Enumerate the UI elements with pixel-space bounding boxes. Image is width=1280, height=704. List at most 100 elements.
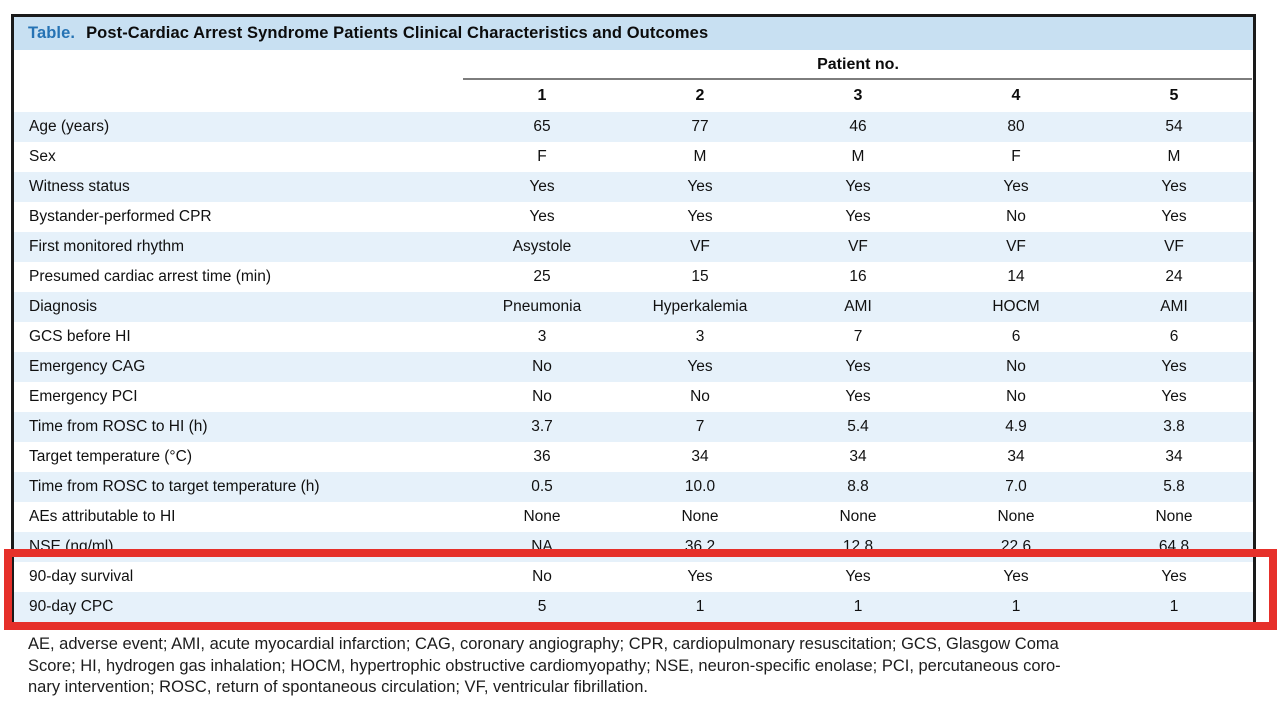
cell: None xyxy=(523,508,561,525)
cell: 5.4 xyxy=(847,418,869,435)
cell: 25 xyxy=(533,268,551,285)
cell: 6 xyxy=(1011,328,1021,345)
cell: VF xyxy=(1006,238,1026,255)
cell: 12.8 xyxy=(842,538,874,555)
cell: 65 xyxy=(533,118,551,135)
patient-no-group-header: Patient no. xyxy=(817,56,899,73)
cell: F xyxy=(537,148,547,165)
cell: M xyxy=(693,148,707,165)
row-label: 90-day CPC xyxy=(29,598,114,615)
cell: 24 xyxy=(1165,268,1183,285)
table-row: GCS before HI 3 3 7 6 6 xyxy=(14,322,1253,352)
table-row: AEs attributable to HI None None None None No… xyxy=(14,502,1253,532)
table-row: 90-day survival No Yes Yes Yes Yes xyxy=(14,562,1253,592)
cell: 36.2 xyxy=(684,538,716,555)
cell: 7 xyxy=(695,418,705,435)
cell: No xyxy=(1006,358,1026,375)
table-row: First monitored rhythm Asystole VF VF VF VF xyxy=(14,232,1253,262)
cell: 34 xyxy=(849,448,867,465)
cell: 3.8 xyxy=(1163,418,1185,435)
cell: 14 xyxy=(1007,268,1025,285)
cell: Yes xyxy=(845,388,871,405)
table-row: Witness status Yes Yes Yes Yes Yes xyxy=(14,172,1253,202)
table-row: Diagnosis Pneumonia Hyperkalemia AMI HOCM AMI xyxy=(14,292,1253,322)
row-label: First monitored rhythm xyxy=(29,238,185,255)
row-label: 90-day survival xyxy=(29,568,134,585)
cell: 7 xyxy=(853,328,863,345)
cell: Hyperkalemia xyxy=(652,298,748,315)
cell: 3.7 xyxy=(531,418,553,435)
cell: 34 xyxy=(1007,448,1025,465)
cell: 10.0 xyxy=(684,478,716,495)
cell: Yes xyxy=(1003,178,1029,195)
cell: No xyxy=(1006,208,1026,225)
table-row: Time from ROSC to HI (h) 3.7 7 5.4 4.9 3.8 xyxy=(14,412,1253,442)
cell: Yes xyxy=(687,568,713,585)
row-label: Bystander-performed CPR xyxy=(29,208,212,225)
cell: 80 xyxy=(1007,118,1025,135)
table-row: Emergency CAG No Yes Yes No Yes xyxy=(14,352,1253,382)
footnote-line: AE, adverse event; AMI, acute myocardial… xyxy=(28,635,1059,653)
row-label: Sex xyxy=(29,148,56,165)
cell: 1 xyxy=(853,598,863,615)
cell: No xyxy=(1006,388,1026,405)
cell: 77 xyxy=(691,118,709,135)
table-title-label: Table. xyxy=(28,24,76,42)
cell: 34 xyxy=(691,448,709,465)
cell: AMI xyxy=(1160,298,1188,315)
cell: 15 xyxy=(691,268,709,285)
cell: Yes xyxy=(529,208,555,225)
cell: 1 xyxy=(1169,598,1179,615)
clinical-characteristics-table: Table. Post-Cardiac Arrest Syndrome Pati… xyxy=(11,14,1256,625)
row-label: Emergency PCI xyxy=(29,388,138,405)
cell: Yes xyxy=(687,358,713,375)
table-row: Bystander-performed CPR Yes Yes Yes No Yes xyxy=(14,202,1253,232)
cell: Pneumonia xyxy=(502,298,582,315)
table-body: Age (years) 65 77 46 80 54 Sex F M M F M Witness sta… xyxy=(14,112,1253,622)
cell: No xyxy=(690,388,710,405)
row-label: Presumed cardiac arrest time (min) xyxy=(29,268,272,285)
cell: VF xyxy=(690,238,710,255)
table-row: Target temperature (°C) 36 34 34 34 34 xyxy=(14,442,1253,472)
cell: 5.8 xyxy=(1163,478,1185,495)
row-label: NSE (ng/ml) xyxy=(29,538,114,555)
table-title: Post-Cardiac Arrest Syndrome Patients Cl… xyxy=(86,24,709,42)
cell: HOCM xyxy=(992,298,1040,315)
cell: 0.5 xyxy=(531,478,553,495)
cell: 5 xyxy=(537,598,547,615)
cell: Yes xyxy=(687,178,713,195)
cell: NA xyxy=(531,538,553,555)
cell: None xyxy=(997,508,1035,525)
cell: Yes xyxy=(1161,568,1187,585)
footnote-line: Score; HI, hydrogen gas inhalation; HOCM… xyxy=(28,656,1061,675)
row-label: GCS before HI xyxy=(29,328,131,345)
cell: Yes xyxy=(1161,178,1187,195)
cell: None xyxy=(681,508,719,525)
row-label: Diagnosis xyxy=(29,298,98,315)
cell: Yes xyxy=(1161,388,1187,405)
cell: No xyxy=(532,358,552,375)
cell: VF xyxy=(848,238,868,255)
cell: None xyxy=(839,508,877,525)
column-header-patient-2: 2 xyxy=(695,87,705,104)
cell: 1 xyxy=(695,598,705,615)
cell: 1 xyxy=(1011,598,1021,615)
cell: 46 xyxy=(849,118,867,135)
cell: M xyxy=(1167,148,1181,165)
table-footnote: AE, adverse event; AMI, acute myocardial… xyxy=(28,634,1254,699)
cell: Yes xyxy=(1161,358,1187,375)
cell: 22.6 xyxy=(1000,538,1032,555)
footnote-line: nary intervention; ROSC, return of spont… xyxy=(28,678,648,696)
group-header-rule xyxy=(463,78,1252,80)
column-header-patient-3: 3 xyxy=(853,87,863,104)
table-row: Sex F M M F M xyxy=(14,142,1253,172)
cell: F xyxy=(1011,148,1021,165)
cell: Yes xyxy=(845,208,871,225)
column-header-patient-5: 5 xyxy=(1169,87,1179,104)
cell: 8.8 xyxy=(847,478,869,495)
cell: 3 xyxy=(537,328,547,345)
table-row: 90-day CPC 5 1 1 1 1 xyxy=(14,592,1253,622)
cell: VF xyxy=(1164,238,1184,255)
cell: Yes xyxy=(845,178,871,195)
